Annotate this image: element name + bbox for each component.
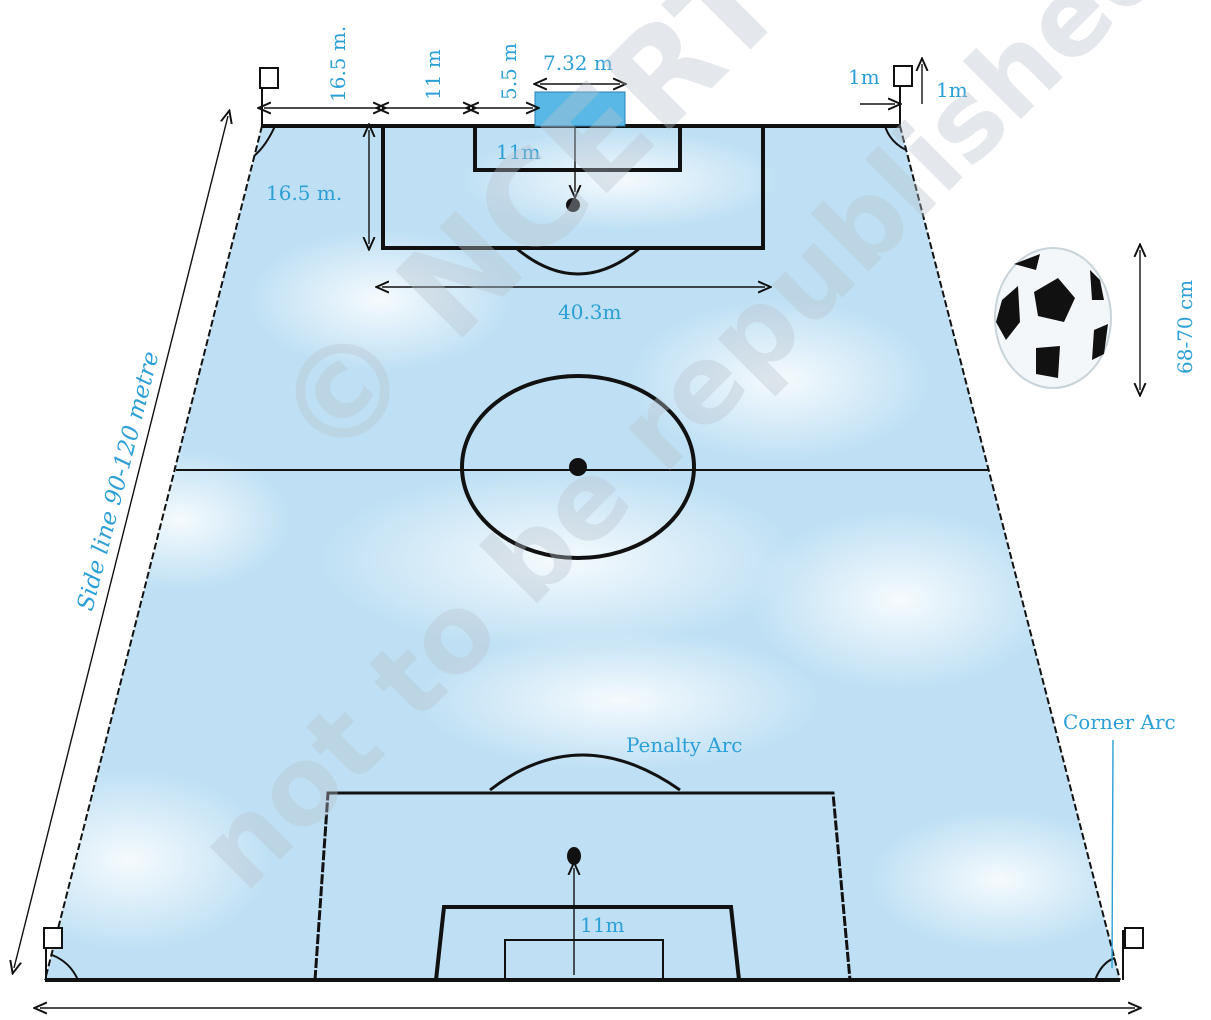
label-corner-arc: Corner Arc [1063,710,1176,734]
dimension-arrows [14,64,1140,1008]
soccer-ball-icon [994,247,1112,389]
label-top-penalty-mark: 11m [496,140,540,164]
label-ball-size: 68-70 cm [1173,280,1197,374]
label-penalty-arc: Penalty Arc [626,733,743,757]
label-top-16-5: 16.5 m. [326,26,350,102]
center-spot [569,458,587,476]
label-top-5-5: 5.5 m [497,43,521,100]
corner-arc-top-right [884,125,907,151]
side-line-right [899,125,1121,981]
label-bottom-penalty-mark: 11m [580,913,624,937]
label-top-11: 11 m [421,49,445,100]
bottom-penalty-arc [489,753,681,792]
bottom-goal [504,939,664,980]
bottom-penalty-spot [567,847,581,865]
corner-arc-top-left [253,125,276,157]
top-goal [534,91,626,127]
label-penalty-area-width: 40.3m [558,300,622,324]
top-penalty-arc [515,246,641,276]
center-circle [460,374,696,560]
corner-flag-icon [1122,927,1144,980]
label-penalty-area-depth: 16.5 m. [266,181,342,205]
label-corner-offset-h: 1m [848,65,880,89]
label-corner-offset-v: 1m [936,78,968,102]
bottom-goal-area [434,905,741,981]
top-penalty-spot [566,198,580,212]
corner-arc-bottom-right [1094,957,1116,981]
corner-flag-icon [259,67,279,126]
label-goal-width: 7.32 m [543,51,613,75]
